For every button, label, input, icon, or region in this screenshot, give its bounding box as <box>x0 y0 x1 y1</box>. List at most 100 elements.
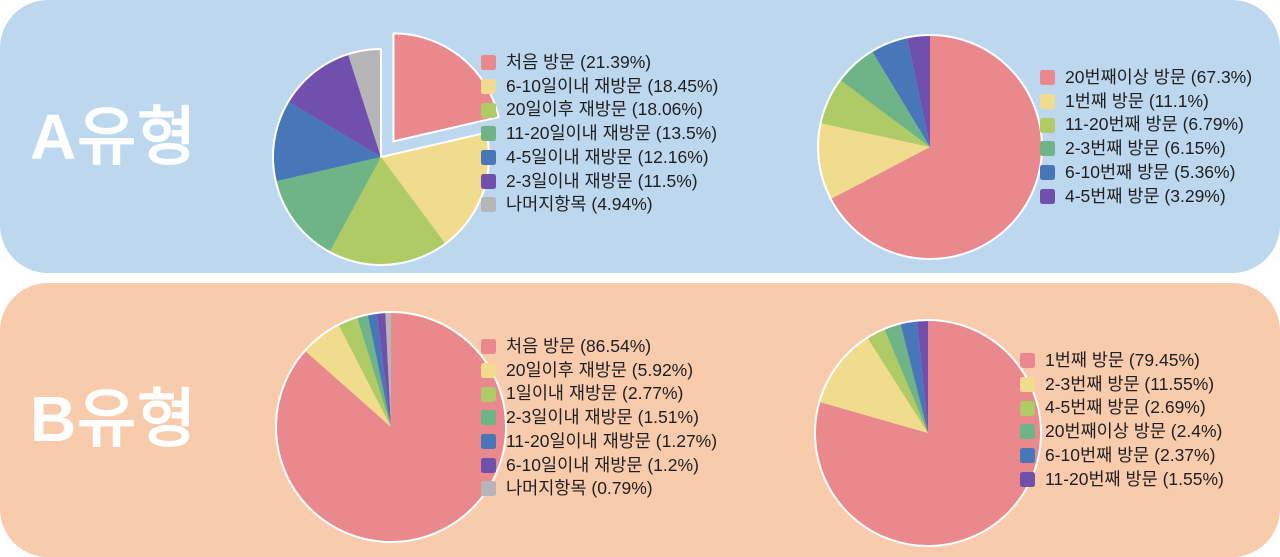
legend-item: 20번째이상 방문 (67.3%) <box>1040 66 1252 90</box>
pie-slice <box>304 324 391 427</box>
legend-item: 20일이후 재방문 (5.92%) <box>481 359 717 383</box>
legend-label: 2-3일이내 재방문 (1.51%) <box>506 407 699 428</box>
legend-a-right: 20번째이상 방문 (67.3%) 1번째 방문 (11.1%) 11-20번째 방… <box>1040 66 1252 208</box>
pie-slice <box>830 35 1042 259</box>
legend-item: 2-3번째 방문 (6.15%) <box>1040 137 1252 161</box>
pie-slice <box>818 123 930 200</box>
legend-label: 나머지항목 (0.79%) <box>506 478 653 499</box>
legend-item: 6-10번째 방문 (5.36%) <box>1040 161 1252 185</box>
legend-label: 처음 방문 (86.54%) <box>506 336 652 357</box>
legend-label: 20번째이상 방문 (67.3%) <box>1065 67 1253 88</box>
legend-item: 11-20번째 방문 (1.55%) <box>1020 467 1224 491</box>
pie-slice <box>917 320 928 433</box>
legend-b-left: 처음 방문 (86.54%) 20일이후 재방문 (5.92%) 1일이내 재방문 … <box>481 335 717 501</box>
pie-slice <box>385 312 391 427</box>
panel-type-a <box>0 0 1280 273</box>
pie-svg <box>817 34 1043 260</box>
legend-swatch <box>1020 353 1035 369</box>
legend-swatch <box>1040 117 1055 133</box>
legend-label: 11-20일이내 재방문 (1.27%) <box>506 430 718 451</box>
pie-slice <box>907 35 930 147</box>
legend-item: 4-5일이내 재방문 (12.16%) <box>481 146 718 170</box>
pie-slice <box>376 312 391 427</box>
legend-swatch <box>1040 141 1055 157</box>
legend-label: 2-3일이내 재방문 (11.5%) <box>506 170 698 191</box>
legend-swatch <box>1040 165 1055 181</box>
pie-svg <box>275 311 507 543</box>
legend-item: 나머지항목 (0.79%) <box>481 477 717 501</box>
legend-label: 나머지항목 (4.94%) <box>506 194 653 215</box>
pie-slice <box>381 132 489 244</box>
legend-item: 처음 방문 (21.39%) <box>481 51 718 75</box>
pie-slice <box>338 317 391 427</box>
legend-swatch <box>1020 448 1035 464</box>
legend-swatch <box>481 481 496 497</box>
pie-svg <box>814 319 1042 547</box>
legend-item: 20일이후 재방문 (18.06%) <box>481 98 718 122</box>
legend-label: 11-20번째 방문 (6.79%) <box>1065 114 1244 135</box>
pie-chart-a-left <box>241 17 521 297</box>
legend-swatch <box>481 386 496 402</box>
legend-label: 6-10번째 방문 (2.37%) <box>1045 444 1216 465</box>
legend-swatch <box>481 126 496 142</box>
panel-b-title: B유형 <box>30 383 197 455</box>
legend-swatch <box>481 79 496 95</box>
legend-label: 4-5번째 방문 (3.29%) <box>1065 185 1226 206</box>
pie-slice <box>820 80 930 147</box>
legend-item: 11-20일이내 재방문 (1.27%) <box>481 430 717 454</box>
legend-swatch <box>1040 94 1055 110</box>
legend-item: 4-5번째 방문 (3.29%) <box>1040 184 1252 208</box>
pie-rim <box>814 319 1042 547</box>
pie-slice <box>872 37 930 147</box>
legend-label: 20일이후 재방문 (5.92%) <box>506 359 694 380</box>
legend-item: 1번째 방문 (11.1%) <box>1040 90 1252 114</box>
legend-label: 20일이후 재방문 (18.06%) <box>506 99 703 120</box>
legend-item: 1번째 방문 (79.45%) <box>1020 349 1224 373</box>
legend-swatch <box>481 102 496 118</box>
legend-item: 11-20일이내 재방문 (13.5%) <box>481 122 718 146</box>
pie-slice <box>348 49 381 157</box>
pie-slice <box>367 312 391 427</box>
pie-slice <box>867 328 928 433</box>
legend-a-left: 처음 방문 (21.39%) 6-10일이내 재방문 (18.45%) 20일이후 … <box>481 51 718 217</box>
panel-a-title: A유형 <box>30 101 197 173</box>
legend-swatch <box>1020 400 1035 416</box>
pie-slice <box>273 101 381 182</box>
pie-slice <box>357 314 391 427</box>
legend-swatch <box>481 363 496 379</box>
pie-slice <box>840 51 930 147</box>
panel-type-b <box>0 283 1280 557</box>
legend-item: 20번째이상 방문 (2.4%) <box>1020 420 1224 444</box>
legend-label: 1일이내 재방문 (2.77%) <box>506 383 684 404</box>
pie-chart-b-left <box>251 287 531 557</box>
legend-item: 2-3번째 방문 (11.55%) <box>1020 373 1224 397</box>
legend-swatch <box>481 173 496 189</box>
pie-chart-a-right <box>790 7 1070 287</box>
legend-label: 4-5번째 방문 (2.69%) <box>1045 397 1206 418</box>
legend-item: 2-3일이내 재방문 (11.5%) <box>481 169 718 193</box>
pie-rim <box>275 311 507 543</box>
pie-chart-b-right <box>788 293 1068 557</box>
legend-swatch <box>1020 377 1035 393</box>
legend-swatch <box>1020 424 1035 440</box>
legend-item: 처음 방문 (86.54%) <box>481 335 717 359</box>
legend-label: 처음 방문 (21.39%) <box>506 52 652 73</box>
legend-swatch <box>1020 471 1035 487</box>
legend-label: 6-10일이내 재방문 (1.2%) <box>506 454 699 475</box>
legend-label: 6-10번째 방문 (5.36%) <box>1065 161 1236 182</box>
legend-swatch <box>481 339 496 355</box>
legend-item: 1일이내 재방문 (2.77%) <box>481 382 717 406</box>
legend-item: 6-10일이내 재방문 (18.45%) <box>481 75 718 99</box>
pie-slice <box>900 320 928 433</box>
pie-svg <box>272 32 500 266</box>
legend-label: 11-20번째 방문 (1.55%) <box>1045 468 1224 489</box>
legend-label: 20번째이상 방문 (2.4%) <box>1045 421 1223 442</box>
legend-item: 4-5번째 방문 (2.69%) <box>1020 396 1224 420</box>
legend-swatch <box>481 197 496 213</box>
legend-label: 2-3번째 방문 (6.15%) <box>1065 138 1226 159</box>
legend-label: 1번째 방문 (79.45%) <box>1045 350 1200 371</box>
legend-swatch <box>481 150 496 166</box>
legend-label: 2-3번째 방문 (11.55%) <box>1045 373 1215 394</box>
legend-label: 6-10일이내 재방문 (18.45%) <box>506 75 719 96</box>
legend-item: 2-3일이내 재방문 (1.51%) <box>481 406 717 430</box>
